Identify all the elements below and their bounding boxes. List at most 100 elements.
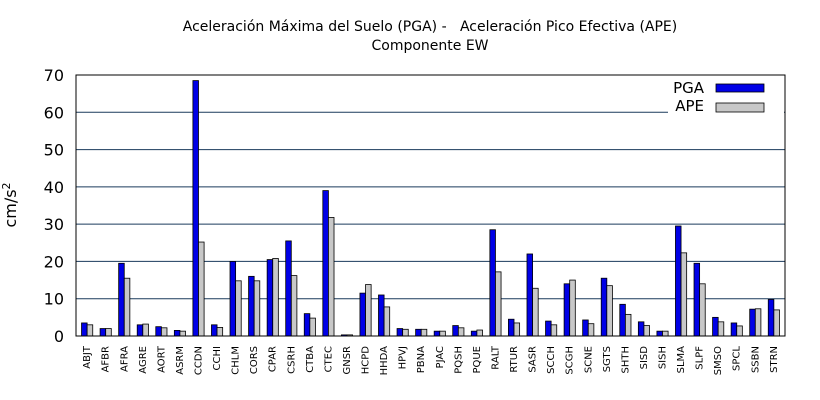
bar-pga-strn: [767, 299, 775, 337]
bar-pga-chlm: [229, 261, 237, 337]
legend-swatch-ape: [715, 102, 765, 113]
chart-title: Aceleración Máxima del Suelo (PGA) - Ace…: [183, 19, 677, 35]
x-tick-label: ASRM: [175, 346, 186, 375]
bar-ape-agre: [142, 323, 149, 337]
x-tick-label: CORS: [249, 346, 260, 374]
y-tick-label: 0: [54, 327, 64, 346]
legend-swatch-pga: [715, 83, 765, 93]
y-tick-label: 30: [44, 215, 64, 234]
x-tick-label: SISD: [639, 346, 650, 370]
bar-pga-abjt: [81, 322, 88, 337]
y-axis-label-superscript: 2: [0, 182, 13, 189]
x-tick-label: AFRA: [119, 346, 130, 372]
bar-ape-slpf: [699, 283, 706, 337]
bar-ape-cchi: [216, 327, 224, 337]
bar-pga-scne: [582, 319, 589, 337]
bar-pga-hpvj: [396, 328, 404, 337]
bar-pga-cchi: [211, 324, 218, 337]
bar-pga-cors: [248, 275, 255, 337]
bar-pga-ssbn: [749, 308, 756, 337]
bar-ape-cors: [253, 280, 261, 337]
bar-ape-afra: [123, 277, 131, 337]
bar-ape-chlm: [235, 280, 242, 337]
bar-ape-rtur: [513, 322, 521, 337]
y-ticks: 0 10 20 30 40 50 60 70: [44, 66, 64, 346]
bar-ape-ctba: [309, 317, 316, 337]
bar-ape-pqsh: [457, 327, 465, 337]
x-tick-label: HHDA: [379, 346, 390, 376]
y-tick-label: 20: [44, 252, 64, 271]
bar-pga-aort: [155, 326, 162, 337]
y-tick-label: 10: [44, 290, 64, 309]
bar-ape-pbna: [420, 328, 428, 337]
x-tick-label: CHLM: [231, 346, 242, 375]
x-tick-label: AORT: [156, 345, 167, 373]
bar-ape-ctec: [328, 217, 335, 337]
x-tick-label: HPVJ: [398, 346, 409, 369]
bar-ape-pjac: [439, 330, 446, 337]
bar-pga-ctba: [303, 313, 311, 337]
x-tick-label: CTBA: [305, 346, 316, 373]
bar-ape-sasr: [532, 287, 539, 337]
x-tick-label: PQSH: [453, 346, 464, 374]
bar-pga-ctec: [322, 190, 329, 337]
bar-pga-smso: [712, 316, 719, 337]
bar-pga-pbna: [415, 328, 422, 337]
bar-pga-csrh: [285, 240, 292, 337]
bar-ape-hpvj: [402, 328, 409, 337]
bar-ape-sish: [662, 330, 669, 337]
chart-subtitle: Componente EW: [371, 38, 488, 54]
bar-ape-sisd: [643, 325, 650, 337]
y-tick-label: 70: [44, 66, 64, 85]
bar-pga-sish: [656, 330, 663, 337]
bar-ape-scgh: [569, 279, 576, 337]
bar-ape-cpar: [272, 258, 279, 337]
x-tick-label: SCGH: [565, 346, 576, 375]
bar-ape-scne: [587, 323, 595, 337]
bar-ape-abjt: [86, 324, 94, 337]
bar-pga-afbr: [99, 328, 107, 337]
bar-ape-shth: [624, 313, 632, 337]
x-tick-label: CSRH: [286, 346, 297, 374]
bar-pga-sasr: [526, 253, 533, 337]
x-tick-label: SMSO: [713, 346, 724, 375]
x-tick-label: SGTS: [602, 346, 613, 372]
y-tick-label: 60: [44, 103, 64, 122]
bar-pga-asrm: [173, 330, 181, 337]
bar-ape-spcl: [736, 325, 743, 337]
x-tick-label: CTEC: [323, 346, 334, 372]
bar-ape-sgts: [606, 285, 613, 337]
bar-pga-rtur: [508, 318, 515, 337]
y-tick-label: 40: [44, 178, 64, 197]
x-tick-label: SLMA: [676, 346, 687, 374]
x-tick-label: PJAC: [435, 346, 446, 368]
y-axis-label: cm/s2: [0, 182, 20, 227]
bar-pga-pqsh: [452, 325, 459, 337]
bar-pga-slma: [675, 225, 682, 337]
x-tick-label: PBNA: [416, 346, 427, 373]
x-tick-label: AGRE: [138, 346, 149, 374]
x-tick-label: PQUE: [472, 346, 483, 374]
plot-frame: [75, 74, 786, 337]
bars: [81, 80, 780, 337]
bar-pga-cpar: [266, 259, 274, 337]
bar-ape-scch: [550, 324, 558, 337]
bar-ape-hcpd: [365, 284, 372, 337]
legend: PGA APE: [668, 76, 784, 118]
bar-pga-pque: [470, 330, 478, 337]
legend-label-pga: PGA: [673, 79, 705, 97]
bar-ape-csrh: [290, 275, 298, 337]
x-tick-label: ABJT: [82, 345, 93, 369]
bar-pga-hhda: [378, 294, 385, 337]
x-tick-label: SLPF: [695, 346, 706, 370]
x-tick-label: SSBN: [750, 346, 761, 373]
bar-pga-sgts: [600, 277, 608, 337]
bar-ape-afbr: [105, 328, 112, 337]
bar-pga-scgh: [563, 283, 571, 337]
bar-ape-strn: [773, 309, 780, 337]
bar-pga-agre: [136, 324, 144, 337]
x-tick-label: STRN: [769, 346, 780, 373]
x-tick-label: RALT: [490, 345, 501, 370]
x-tick-label: SCCH: [546, 346, 557, 374]
